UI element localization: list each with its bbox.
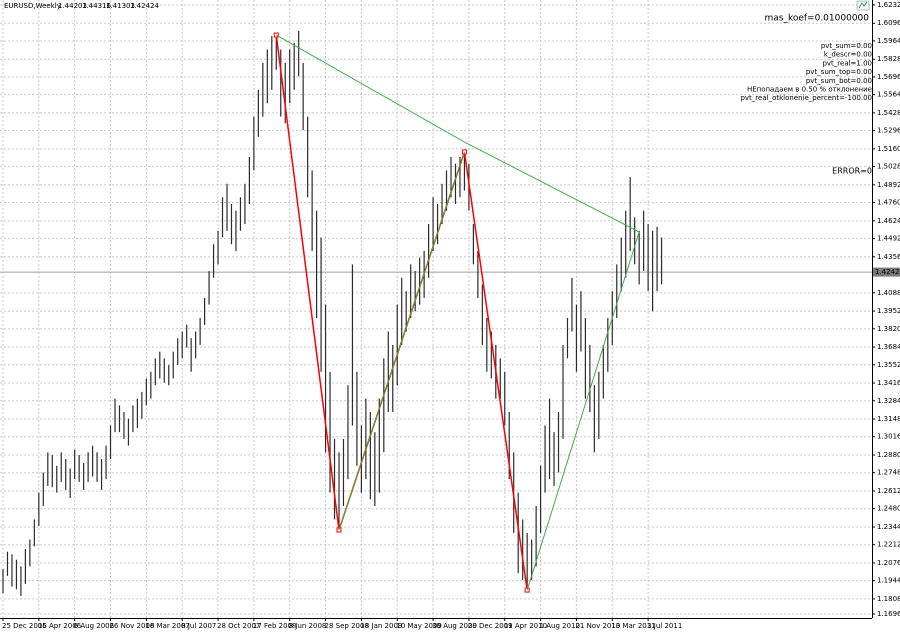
y-tick-label: 1.60960 [877, 19, 900, 27]
info-line: k_descr=0.00 [824, 51, 872, 59]
y-tick-label: 1.55640 [877, 91, 900, 99]
x-tick-label: 28 Oct 2007 [217, 622, 260, 630]
x-tick-label: 16 Apr 2006 [38, 622, 82, 630]
x-tick-label: 25 Dec 2005 [2, 622, 47, 630]
ohlc-value: 1.44203 [58, 2, 87, 10]
ohlc-value: 1.44316 [82, 2, 111, 10]
y-tick-label: 1.18080 [877, 595, 900, 603]
info-line: pvt_sum_top=0.00 [806, 68, 872, 76]
x-tick-label: 18 Mar 2007 [145, 622, 189, 630]
x-tick-label: 10 May 2009 [396, 622, 442, 630]
y-tick-label: 1.43560 [877, 253, 900, 261]
x-tick-label: 3 Jul 2011 [647, 622, 682, 630]
x-tick-label: 20 Dec 2009 [468, 622, 513, 630]
y-tick-label: 1.35520 [877, 361, 900, 369]
y-tick-label: 1.58280 [877, 55, 900, 63]
y-tick-label: 1.38200 [877, 325, 900, 333]
y-tick-label: 1.56960 [877, 73, 900, 81]
bars [2, 31, 663, 596]
y-tick-label: 1.28800 [877, 451, 900, 459]
y-tick-label: 1.62320 [877, 1, 900, 9]
y-tick-label: 1.31480 [877, 415, 900, 423]
y-tick-label: 1.39520 [877, 307, 900, 315]
x-tick-label: 17 Feb 2008 [253, 622, 297, 630]
zigzag-lines [273, 32, 640, 593]
x-tick-label: 28 Sep 2008 [325, 622, 369, 630]
y-tick-label: 1.16960 [877, 610, 900, 618]
x-tick-label: 11 Apr 2010 [504, 622, 547, 630]
y-tick-label: 1.44920 [877, 235, 900, 243]
info-line: НЕпопадаем в 0.50 % отклонение [747, 86, 872, 94]
x-tick-label: 18 Jan 2009 [360, 622, 402, 630]
y-tick-label: 1.59640 [877, 37, 900, 45]
y-tick-label: 1.51600 [877, 145, 900, 153]
y-tick-label: 1.24800 [877, 505, 900, 513]
x-tick-label: 26 Nov 2006 [110, 622, 155, 630]
y-tick-label: 1.20760 [877, 559, 900, 567]
y-tick-label: 1.52960 [877, 127, 900, 135]
info-line: pvt_real_otklonenie_percent=-100.00 [740, 94, 872, 102]
info-title: mas_koef=0.01000000 [764, 14, 869, 24]
last-price-box [873, 267, 900, 277]
error-text: ERROR=0 [832, 167, 872, 176]
zigzag-line [338, 151, 465, 531]
ohlc-value: 1.41303 [106, 2, 135, 10]
y-tick-label: 1.32840 [877, 397, 900, 405]
y-tick-label: 1.34160 [877, 379, 900, 387]
zigzag-line [276, 34, 640, 233]
y-tick-label: 1.50280 [877, 163, 900, 171]
y-tick-label: 1.48920 [877, 181, 900, 189]
y-tick-label: 1.46240 [877, 217, 900, 225]
zigzag-line [526, 231, 640, 591]
chart-title: EURUSD,Weekly [4, 2, 61, 10]
y-tick-label: 1.47600 [877, 199, 900, 207]
last-price-label: 1.42424 [875, 268, 900, 276]
y-tick-label: 1.54280 [877, 109, 900, 117]
x-tick-label: 8 Jun 2008 [289, 622, 327, 630]
ohlc-value: 1.42424 [130, 2, 159, 10]
info-line: pvt_real=1.00 [822, 59, 872, 67]
y-tick-label: 1.36840 [877, 343, 900, 351]
y-tick-label: 1.23440 [877, 523, 900, 531]
y-tick-label: 1.22120 [877, 541, 900, 549]
x-tick-label: 1 Aug 2010 [540, 622, 580, 630]
x-tick-label: 21 Nov 2010 [575, 622, 620, 630]
y-tick-label: 1.40880 [877, 289, 900, 297]
x-tick-label: 30 Aug 2009 [432, 622, 477, 630]
x-tick-label: 13 Mar 2011 [611, 622, 655, 630]
x-tick-label: 6 Aug 2006 [74, 622, 115, 630]
info-line: pvt_sum=0.00 [821, 42, 872, 50]
y-tick-label: 1.26120 [877, 487, 900, 495]
x-tick-label: 8 Jul 2007 [181, 622, 216, 630]
y-tick-label: 1.27480 [877, 469, 900, 477]
info-panel: pvt_sum=0.00k_descr=0.00pvt_real=1.00pvt… [740, 42, 872, 102]
info-line: pvt_sum_bot=0.00 [806, 77, 872, 85]
y-tick-label: 1.30160 [877, 433, 900, 441]
icon [856, 0, 870, 11]
y-tick-label: 1.19440 [877, 577, 900, 585]
